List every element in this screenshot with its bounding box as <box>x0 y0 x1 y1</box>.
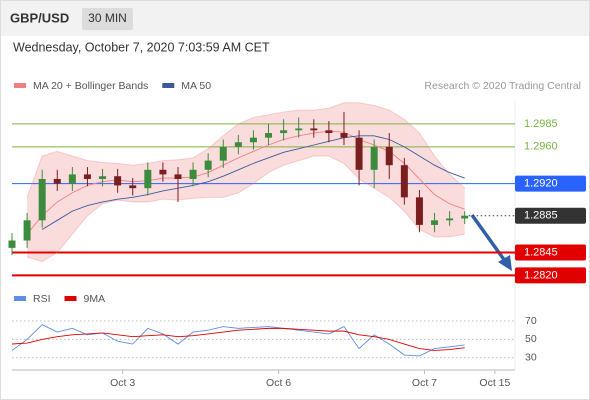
legend-label: RSI <box>33 293 51 305</box>
x-tick-label: Oct 15 <box>479 377 510 389</box>
candle-body <box>53 178 61 184</box>
level-label: 1.2885 <box>524 210 558 222</box>
interval[interactable]: 30 MIN <box>88 11 127 25</box>
candle-body <box>325 130 333 134</box>
candle-body <box>219 146 227 161</box>
candle-body <box>99 176 107 179</box>
candle-body <box>38 178 46 221</box>
x-tick-label: Oct 7 <box>412 377 437 389</box>
candle-body <box>355 137 363 170</box>
level-box <box>515 244 586 261</box>
candle-body <box>385 146 393 166</box>
candle-body <box>249 137 257 143</box>
legend-swatch <box>14 296 26 301</box>
candle-body <box>310 128 318 131</box>
candle-body <box>370 146 378 170</box>
level-label: 1.2985 <box>524 118 558 130</box>
indicator-line <box>11 324 465 357</box>
candle-body <box>431 220 439 225</box>
y-tick-label: 30 <box>525 352 537 364</box>
candle-body <box>114 176 122 186</box>
candle-body <box>415 197 423 225</box>
symbol: GBP/USD <box>10 10 69 25</box>
bollinger-lower <box>26 155 465 263</box>
bollinger-upper <box>26 102 466 198</box>
candle-body <box>144 169 152 189</box>
candle-body <box>174 174 182 179</box>
legend-swatch <box>14 83 26 88</box>
candle-body <box>8 240 16 248</box>
legend-swatch <box>162 83 175 88</box>
candle-body <box>446 218 454 221</box>
candle-body <box>295 128 303 131</box>
credit: Research © 2020 Trading Central <box>424 80 581 92</box>
indicator-line <box>11 327 465 351</box>
legend-label: MA 20 + Bollinger Bands <box>33 80 148 92</box>
candle-body <box>461 215 469 219</box>
level-label: 1.2820 <box>524 269 558 281</box>
candle-body <box>68 174 76 184</box>
candle-body <box>159 169 167 175</box>
candle-body <box>83 174 91 179</box>
legend-label: MA 50 <box>181 80 211 92</box>
y-tick-label: 70 <box>525 315 537 327</box>
legend-label: 9MA <box>84 293 106 305</box>
x-tick-label: Oct 3 <box>110 377 135 389</box>
bollinger-fill <box>27 102 465 262</box>
level-label: 1.2960 <box>524 141 558 153</box>
level-box <box>515 175 586 192</box>
timestamp: Wednesday, October 7, 2020 7:03:59 AM CE… <box>13 40 270 54</box>
level-box <box>515 267 586 284</box>
level-label: 1.2845 <box>524 246 558 258</box>
interval-button[interactable] <box>82 8 133 30</box>
level-box <box>515 207 586 224</box>
level-label: 1.2920 <box>524 177 558 189</box>
y-tick-label: 50 <box>525 333 537 345</box>
candle-body <box>234 142 242 147</box>
candle-body <box>23 220 31 241</box>
x-tick-label: Oct 6 <box>266 377 291 389</box>
legend-swatch <box>64 296 77 301</box>
candle-body <box>189 169 197 179</box>
ma-line <box>41 135 465 230</box>
candle-body <box>204 160 212 170</box>
candle-body <box>340 133 348 138</box>
candle-body <box>129 185 137 189</box>
candle-body <box>280 130 288 134</box>
candle-body <box>265 133 273 138</box>
candle-body <box>400 165 408 198</box>
